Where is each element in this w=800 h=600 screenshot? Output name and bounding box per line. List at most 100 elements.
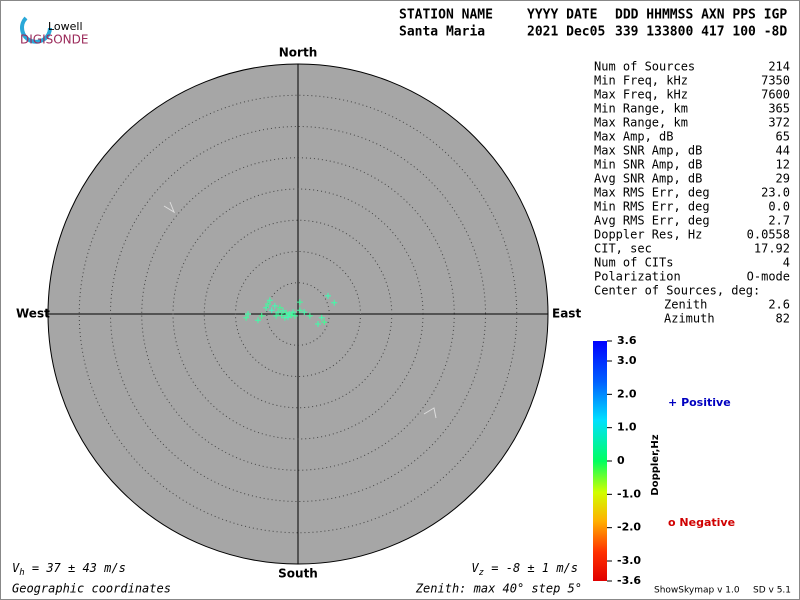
source-point — [280, 307, 286, 314]
stat-label: Min Freq, kHz — [594, 74, 688, 88]
legend-symbol: o — [668, 516, 676, 529]
stat-value: 372 — [768, 116, 790, 130]
source-point — [285, 314, 291, 321]
direction-west: West — [16, 307, 50, 321]
stat-label: Min RMS Err, deg — [594, 200, 710, 214]
source-point — [325, 292, 331, 299]
stat-label: Avg RMS Err, deg — [594, 214, 710, 228]
sd-version: SD v 5.1 — [753, 586, 791, 596]
stat-value: 365 — [768, 102, 790, 116]
zenith-ring — [110, 126, 486, 502]
stat-value: 17.92 — [754, 242, 790, 256]
source-point — [265, 301, 271, 307]
header-label: YYYY DATE — [527, 8, 597, 23]
stat-value: 4 — [783, 256, 790, 270]
legend-label: Positive — [681, 396, 731, 409]
stat-label: Min Range, km — [594, 102, 688, 116]
coordinates-note: Geographic coordinates — [12, 582, 171, 596]
stat-value: 44 — [776, 144, 790, 158]
stat-label: Num of CITs — [594, 256, 673, 270]
stat-label: Doppler Res, Hz — [594, 228, 702, 242]
stat-label: Max Freq, kHz — [594, 88, 688, 102]
stat-label: CIT, sec — [594, 242, 652, 256]
stat-label: Center of Sources, deg: — [594, 284, 760, 298]
source-point — [273, 312, 280, 319]
v-symbol: V — [12, 561, 20, 575]
v-sub: h — [19, 568, 24, 578]
source-point — [271, 302, 278, 309]
zenith-ring — [141, 157, 455, 471]
source-point — [318, 314, 325, 321]
zenith-ring — [172, 188, 424, 440]
vh-label: Vh = 37 ± 43 m/s — [12, 561, 126, 578]
source-point — [301, 309, 308, 316]
source-point — [268, 307, 275, 314]
source-point — [291, 312, 298, 319]
source-point — [306, 312, 313, 319]
direction-north: North — [279, 46, 317, 60]
direction-south: South — [278, 567, 318, 581]
legend-negative: o Negative — [668, 516, 735, 529]
stat-value: O-mode — [747, 270, 790, 284]
colorbar-tick-label: 3.6 — [617, 334, 637, 347]
source-point — [288, 312, 295, 319]
colorbar-tick-label: 2.0 — [617, 387, 637, 400]
stat-label: Avg SNR Amp, dB — [594, 172, 702, 186]
source-point — [315, 321, 321, 327]
source-point — [281, 314, 288, 321]
marker-chevron — [163, 201, 176, 214]
stat-label: Num of Sources — [594, 60, 695, 74]
source-point — [255, 317, 261, 324]
zenith-ring — [203, 219, 393, 409]
vz-label: Vz = -8 ± 1 m/s — [471, 561, 578, 578]
zenith-ring — [78, 94, 518, 534]
zenith-ring — [266, 282, 330, 346]
zenith-ring — [235, 251, 361, 377]
source-point — [275, 309, 281, 316]
legend-symbol: + — [668, 396, 677, 409]
source-point — [245, 311, 251, 317]
colorbar-tick-label: -3.6 — [617, 574, 641, 587]
header-value: 2021 Dec05 — [527, 25, 605, 40]
stat-label: Max SNR Amp, dB — [594, 144, 702, 158]
v-symbol: V — [471, 561, 479, 575]
stat-value: 12 — [776, 158, 790, 172]
source-point — [266, 297, 273, 304]
header-label: DDD HHMMSS AXN PPS IGP — [615, 8, 787, 23]
app-version: ShowSkymap v 1.0 — [654, 586, 740, 596]
v-text: = -8 ± 1 m/s — [484, 561, 578, 575]
header-label: STATION NAME — [399, 8, 493, 23]
source-point — [331, 299, 338, 306]
v-text: = 37 ± 43 m/s — [25, 561, 126, 575]
zenith-note: Zenith: max 40° step 5° — [415, 582, 582, 596]
stat-label: Min SNR Amp, dB — [594, 158, 702, 172]
logo-top: Lowell — [48, 20, 83, 33]
source-point — [290, 309, 296, 316]
colorbar-tick-label: 3.0 — [617, 354, 637, 367]
logo-bottom: DIGISONDE — [20, 33, 88, 47]
stat-value: 0.0 — [768, 200, 790, 214]
source-point — [296, 307, 303, 314]
header-value: Santa Maria — [399, 25, 485, 40]
stat-value: 82 — [776, 312, 790, 326]
v-sub: z — [479, 568, 484, 578]
colorbar-tick-label: -2.0 — [617, 521, 641, 534]
direction-east: East — [552, 307, 581, 321]
source-point — [258, 312, 265, 319]
stat-value: 23.0 — [761, 186, 790, 200]
stat-value: 2.6 — [768, 298, 790, 312]
source-point — [321, 319, 328, 326]
stat-value: 29 — [776, 172, 790, 186]
colorbar-label: Doppler,Hz — [650, 434, 661, 495]
source-point — [278, 312, 285, 319]
source-point — [243, 314, 250, 321]
colorbar-tick-label: -3.0 — [617, 554, 641, 567]
stat-value: 0.0558 — [747, 228, 790, 242]
marker-chevron — [423, 407, 437, 419]
colorbar-tick-label: 1.0 — [617, 421, 637, 434]
stat-label: Max RMS Err, deg — [594, 186, 710, 200]
stat-label: Polarization — [594, 270, 681, 284]
stat-label: Max Amp, dB — [594, 130, 673, 144]
logo-swoosh — [20, 16, 52, 44]
